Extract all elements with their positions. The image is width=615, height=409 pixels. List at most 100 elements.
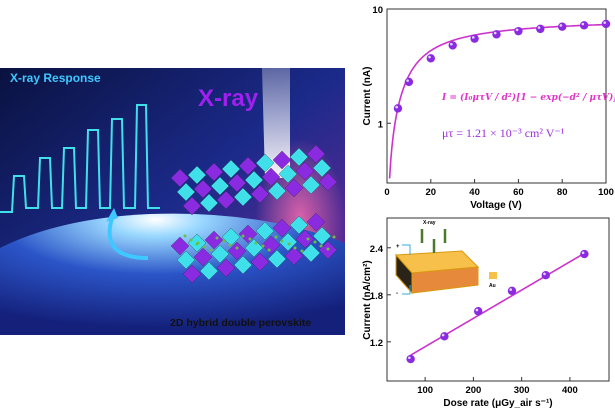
inset-plus: + <box>396 244 400 250</box>
octahedron <box>312 158 332 178</box>
octahedron <box>261 167 281 187</box>
octahedron <box>295 161 315 181</box>
y-tick-label: 1.2 <box>370 338 383 349</box>
octahedron <box>250 184 270 204</box>
x-tick-label: 80 <box>557 187 568 198</box>
octahedron <box>216 258 236 278</box>
x-tick-label: 40 <box>469 187 480 198</box>
mu-tau-annotation: μτ = 1.21 × 10⁻³ cm² V⁻¹ <box>442 126 565 140</box>
xray-response-label: X-ray Response <box>10 71 101 85</box>
x-axis-label: Voltage (V) <box>470 200 521 211</box>
octahedron <box>210 176 230 196</box>
data-point <box>580 249 589 259</box>
octahedron <box>255 221 275 241</box>
octahedron <box>289 147 309 167</box>
octahedron <box>216 190 236 210</box>
octahedron <box>193 247 213 267</box>
x-tick-label: 20 <box>426 187 437 198</box>
caption: 2D hybrid double perovskite <box>170 317 311 329</box>
data-point <box>514 26 523 36</box>
octahedron <box>301 175 321 195</box>
octahedron <box>176 250 196 270</box>
data-point <box>404 77 414 87</box>
octahedron <box>170 236 190 256</box>
octahedron <box>227 173 247 193</box>
octahedron <box>238 156 258 176</box>
octahedron <box>210 244 230 264</box>
inset-au-label: Au <box>489 283 496 289</box>
xray-response-trace <box>0 104 160 213</box>
data-point <box>536 24 545 34</box>
inset-minus: - <box>396 291 398 297</box>
y-axis-label: Current (nA) <box>362 67 373 126</box>
data-point <box>579 21 589 30</box>
data-point <box>492 30 501 39</box>
octahedron <box>199 261 219 281</box>
plot-frame <box>386 217 610 382</box>
octahedron <box>193 179 213 199</box>
octahedron <box>278 164 298 184</box>
octahedron <box>176 182 196 202</box>
octahedron <box>221 159 241 179</box>
octahedron <box>199 193 219 213</box>
octahedron <box>284 246 304 266</box>
octahedron <box>244 170 264 190</box>
x-tick-label: 60 <box>513 187 524 198</box>
octahedron <box>301 243 321 263</box>
data-point <box>448 41 457 50</box>
octahedron <box>244 238 264 258</box>
data-point <box>470 34 479 43</box>
inset-xray-label: X-ray <box>423 220 436 226</box>
graphical-abstract-artwork: X-ray Response X-ray 2D hybrid double pe… <box>0 68 345 335</box>
y-tick-label: 1 <box>378 119 384 130</box>
xray-title: X-ray <box>198 85 259 112</box>
x-tick-label: 400 <box>562 385 578 396</box>
data-point <box>440 332 449 341</box>
octahedron <box>204 162 224 182</box>
octahedron <box>295 229 315 249</box>
data-point <box>558 22 567 31</box>
data-point <box>601 19 611 29</box>
octahedron <box>182 264 202 284</box>
octahedron <box>267 249 287 269</box>
hecht-fit-chart: 0 20 40 60 80 100 1 10 Voltage (V) Current (nA)… <box>362 5 615 211</box>
octahedron <box>289 215 309 235</box>
hecht-equation: I = (I₀μτV / d²)[1 − exp(−d² / μτV)] <box>441 92 615 103</box>
octahedron <box>233 255 253 275</box>
octahedron <box>170 168 190 188</box>
octahedron <box>284 178 304 198</box>
octahedron <box>204 230 224 250</box>
data-point <box>393 104 403 113</box>
device-inset: X-ray Au + - <box>394 220 497 297</box>
data-point <box>507 286 517 296</box>
xray-beam <box>262 68 290 178</box>
octahedron <box>261 235 281 255</box>
x-tick-label: 100 <box>598 187 614 198</box>
x-tick-label: 300 <box>514 385 530 396</box>
x-axis-label: Dose rate (μGy_air s⁻¹) <box>443 398 552 409</box>
fit-line <box>410 252 585 356</box>
octahedron <box>182 196 202 216</box>
octahedron <box>187 165 207 185</box>
octahedron <box>233 187 253 207</box>
dose-rate-chart: 100 200 300 400 1.2 1.8 2.4 X-ray Au + - Dose … <box>362 217 610 409</box>
octahedron <box>250 252 270 272</box>
octahedron <box>272 150 292 170</box>
octahedron <box>306 144 326 164</box>
x-tick-label: 200 <box>465 385 481 396</box>
data-point <box>541 271 550 280</box>
octahedron <box>278 232 298 252</box>
curved-arrow-icon <box>107 217 149 260</box>
data-point <box>426 54 435 63</box>
x-tick-label: 100 <box>417 385 433 396</box>
y-axis-label: Current (nA/cm²) <box>362 260 373 339</box>
data-point <box>406 354 415 364</box>
octahedron <box>272 218 292 238</box>
y-tick-label: 1.8 <box>370 291 383 302</box>
data-point <box>474 307 483 316</box>
octahedron <box>238 224 258 244</box>
x-tick-label: 0 <box>384 187 389 198</box>
y-tick-label: 2.4 <box>370 244 384 255</box>
octahedron <box>318 172 338 192</box>
octahedron <box>306 212 326 232</box>
